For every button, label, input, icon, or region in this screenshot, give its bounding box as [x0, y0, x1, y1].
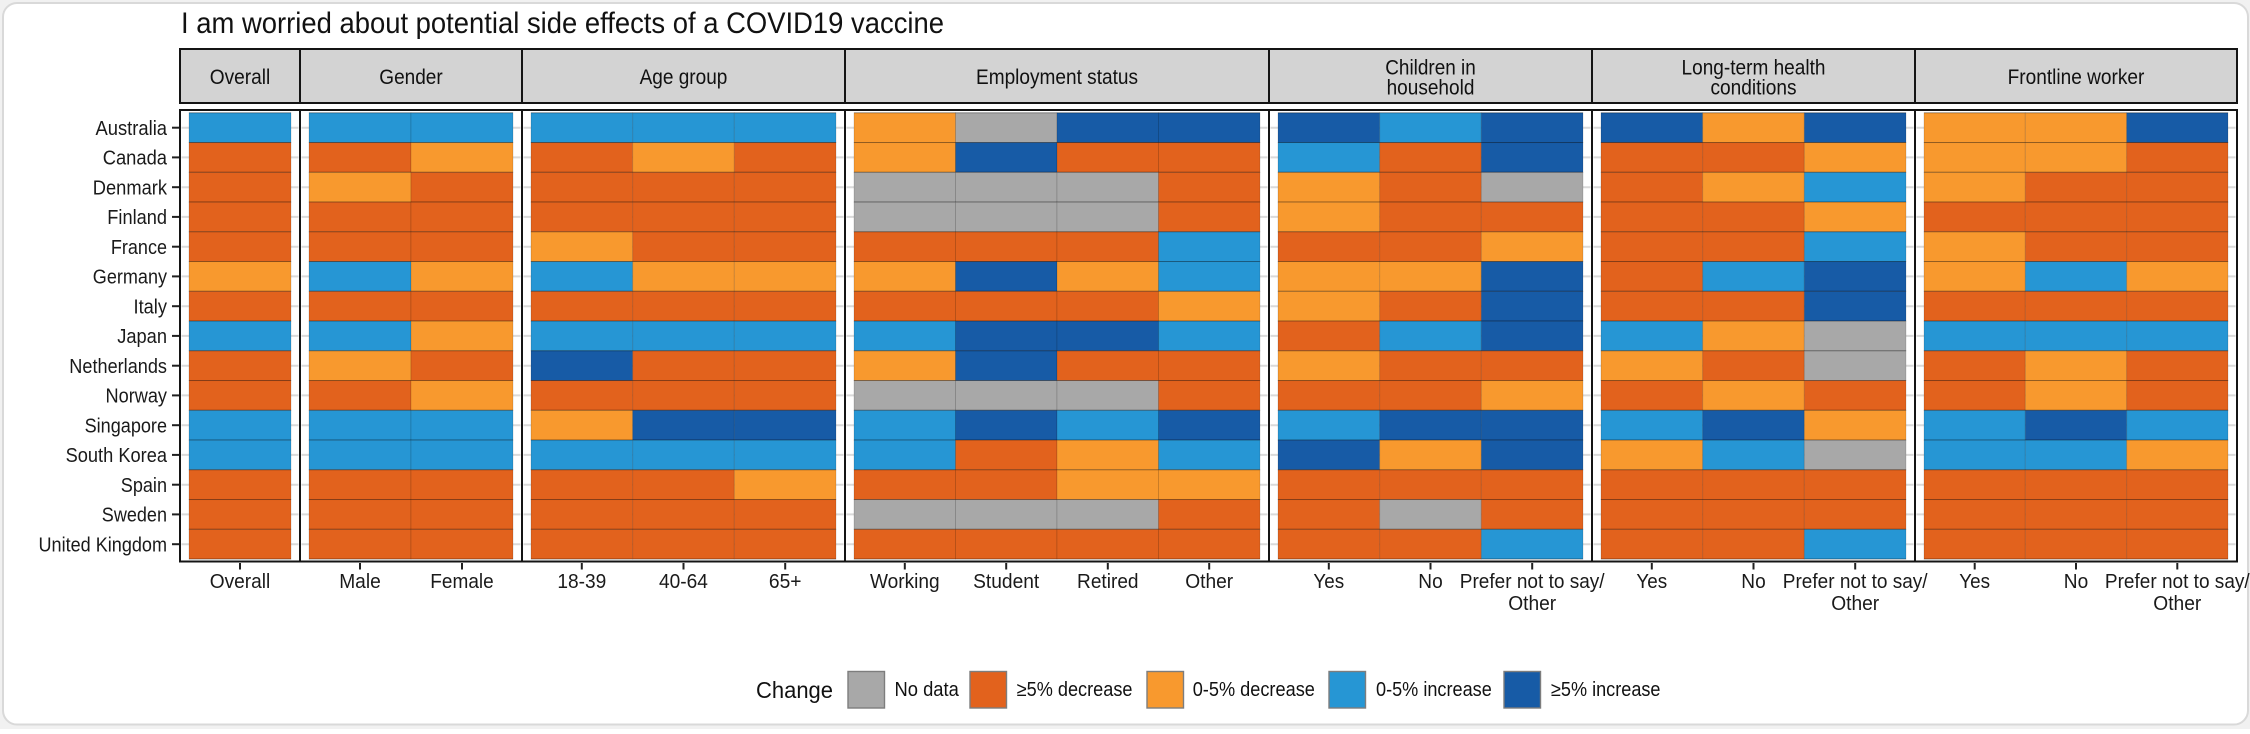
svg-text:≥5% decrease: ≥5% decrease	[1017, 679, 1133, 701]
svg-text:65+: 65+	[769, 570, 802, 593]
svg-text:France: France	[111, 237, 167, 259]
svg-text:I am worried about potential s: I am worried about potential side effect…	[181, 7, 944, 40]
svg-text:0-5% increase: 0-5% increase	[1376, 679, 1492, 701]
svg-text:Prefer not to say/: Prefer not to say/	[1783, 570, 1928, 593]
svg-text:United Kingdom: United Kingdom	[39, 534, 168, 556]
svg-text:Overall: Overall	[210, 570, 271, 593]
svg-text:Netherlands: Netherlands	[69, 356, 167, 378]
svg-text:Student: Student	[973, 570, 1039, 593]
svg-text:Spain: Spain	[121, 475, 167, 497]
svg-text:0-5% decrease: 0-5% decrease	[1193, 679, 1315, 701]
svg-text:Male: Male	[339, 570, 381, 593]
svg-text:Retired: Retired	[1077, 570, 1139, 593]
svg-text:Canada: Canada	[103, 148, 168, 170]
svg-text:Australia: Australia	[96, 118, 168, 140]
svg-text:Frontline worker: Frontline worker	[2008, 66, 2145, 89]
svg-text:No: No	[1418, 570, 1442, 593]
svg-text:Other: Other	[1508, 592, 1556, 615]
svg-text:Change: Change	[756, 677, 833, 703]
svg-text:Sweden: Sweden	[102, 505, 167, 527]
svg-text:Gender: Gender	[379, 66, 442, 89]
svg-text:Overall: Overall	[210, 66, 271, 89]
svg-text:Germany: Germany	[93, 267, 167, 289]
svg-text:≥5% increase: ≥5% increase	[1551, 679, 1661, 701]
svg-text:Age group: Age group	[640, 66, 728, 89]
svg-text:conditions: conditions	[1711, 77, 1797, 100]
svg-text:Other: Other	[2153, 592, 2201, 615]
svg-text:Yes: Yes	[1313, 570, 1344, 593]
svg-text:Other: Other	[1185, 570, 1233, 593]
svg-text:Long-term health: Long-term health	[1682, 57, 1826, 80]
svg-text:Italy: Italy	[134, 296, 168, 318]
svg-text:No data: No data	[895, 679, 960, 701]
svg-text:Children in: Children in	[1385, 57, 1476, 80]
svg-text:18-39: 18-39	[557, 570, 606, 593]
svg-text:40-64: 40-64	[659, 570, 708, 593]
svg-text:Yes: Yes	[1959, 570, 1990, 593]
svg-text:Denmark: Denmark	[93, 177, 168, 199]
svg-text:Prefer not to say/: Prefer not to say/	[2105, 570, 2250, 593]
svg-text:Employment status: Employment status	[976, 66, 1138, 89]
svg-text:Japan: Japan	[117, 326, 167, 348]
svg-text:Other: Other	[1831, 592, 1879, 615]
svg-text:Prefer not to say/: Prefer not to say/	[1460, 570, 1605, 593]
svg-text:Singapore: Singapore	[85, 415, 167, 437]
svg-text:No: No	[2064, 570, 2088, 593]
svg-text:Female: Female	[430, 570, 493, 593]
svg-text:No: No	[1741, 570, 1765, 593]
svg-text:Yes: Yes	[1636, 570, 1667, 593]
svg-text:Finland: Finland	[107, 207, 167, 229]
svg-text:South Korea: South Korea	[66, 445, 168, 467]
svg-text:Norway: Norway	[106, 386, 168, 408]
svg-text:household: household	[1387, 77, 1475, 100]
svg-text:Working: Working	[870, 570, 940, 593]
